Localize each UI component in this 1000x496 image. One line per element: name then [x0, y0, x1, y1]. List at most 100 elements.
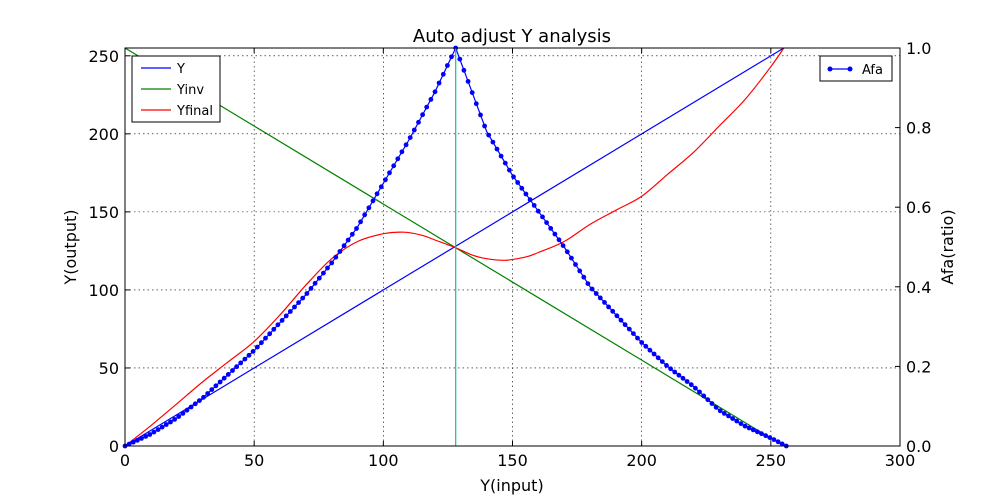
afa-point	[172, 417, 178, 422]
chart-title: Auto adjust Y analysis	[413, 26, 611, 47]
afa-point	[523, 191, 529, 197]
afa-point	[271, 326, 277, 332]
afa-point	[201, 394, 206, 400]
afa-point	[606, 304, 611, 310]
afa-point	[626, 326, 632, 332]
x-axis-label: Y(input)	[479, 476, 543, 495]
afa-point	[337, 249, 343, 254]
afa-point	[552, 231, 558, 237]
afa-point	[225, 372, 231, 377]
afa-point	[354, 226, 359, 231]
afa-point	[440, 71, 446, 77]
afa-point	[420, 112, 425, 118]
afa-point	[742, 423, 748, 429]
afa-point	[631, 331, 636, 336]
afa-point	[391, 163, 397, 169]
afa-point	[333, 254, 339, 260]
afa-point	[701, 393, 707, 399]
y2-tick-label: 1.0	[906, 39, 931, 58]
afa-point	[358, 219, 363, 225]
afa-point	[560, 243, 566, 249]
afa-point	[556, 237, 562, 243]
y2-tick-label: 0.8	[906, 119, 931, 138]
afa-point	[465, 79, 471, 84]
x-tick-label: 0	[120, 451, 130, 470]
afa-point	[767, 435, 773, 440]
afa-point	[267, 331, 273, 337]
afa-point	[143, 434, 149, 439]
afa-point	[407, 135, 413, 141]
afa-point	[424, 104, 430, 110]
y2-tick-label: 0.4	[906, 278, 931, 297]
afa-point	[577, 268, 583, 274]
legend-left: Y Yinv Yfinal	[131, 55, 221, 123]
afa-point	[316, 275, 322, 281]
afa-point	[304, 291, 310, 296]
afa-point	[651, 351, 657, 357]
afa-point	[366, 205, 372, 211]
afa-point	[478, 112, 483, 118]
afa-point	[746, 425, 752, 431]
afa-point	[697, 389, 702, 395]
afa-point	[432, 89, 438, 95]
afa-point	[473, 101, 479, 107]
y2-axis-label: Afa(ratio)	[938, 209, 957, 284]
afa-point	[457, 56, 463, 62]
x-tick-label: 150	[497, 451, 528, 470]
afa-point	[329, 260, 335, 266]
afa-point	[507, 167, 512, 173]
y-tick-label: 250	[88, 47, 119, 66]
afa-point	[345, 237, 351, 243]
afa-point	[259, 340, 264, 346]
afa-point	[680, 375, 686, 381]
afa-point	[573, 262, 578, 267]
afa-point	[135, 437, 140, 443]
y-tick-label: 50	[99, 359, 119, 378]
afa-point	[569, 255, 574, 261]
afa-point	[449, 54, 454, 60]
legend-marker-afa-1	[827, 66, 833, 72]
y-tick-label: 0	[109, 437, 119, 456]
afa-point	[775, 439, 781, 445]
afa-point	[176, 414, 182, 419]
afa-point	[726, 413, 731, 419]
afa-point	[540, 214, 545, 220]
x-tick-label: 200	[626, 451, 657, 470]
afa-point	[399, 149, 405, 155]
afa-point	[139, 436, 144, 441]
afa-point	[308, 286, 314, 291]
afa-point	[151, 429, 157, 435]
afa-point	[564, 249, 570, 255]
afa-point	[287, 309, 293, 314]
afa-point	[531, 203, 537, 208]
afa-point	[750, 427, 756, 433]
afa-point	[238, 360, 244, 366]
x-tick-label: 100	[368, 451, 399, 470]
afa-point	[234, 364, 240, 370]
afa-point	[349, 231, 355, 237]
afa-point	[159, 424, 165, 430]
afa-point	[585, 281, 591, 286]
afa-point	[519, 185, 525, 191]
legend-label-y: Y	[176, 62, 185, 77]
afa-point	[705, 397, 711, 403]
y-tick-label: 200	[88, 125, 119, 144]
afa-point	[738, 421, 744, 426]
afa-point	[771, 437, 777, 442]
legend-marker-afa-2	[847, 66, 853, 72]
x-axis: 0 50 100 150 200 250 300	[120, 48, 915, 470]
afa-point	[614, 313, 620, 319]
afa-point	[693, 385, 698, 391]
afa-point	[445, 63, 450, 68]
afa-point	[610, 308, 616, 314]
x-tick-label: 50	[244, 451, 264, 470]
afa-point	[659, 359, 665, 364]
afa-point	[263, 335, 268, 341]
afa-point	[411, 127, 417, 133]
afa-point	[370, 198, 376, 204]
afa-point	[250, 349, 256, 354]
legend-label-yfinal: Yfinal	[176, 104, 213, 119]
afa-point	[168, 419, 173, 425]
afa-point	[498, 153, 504, 159]
